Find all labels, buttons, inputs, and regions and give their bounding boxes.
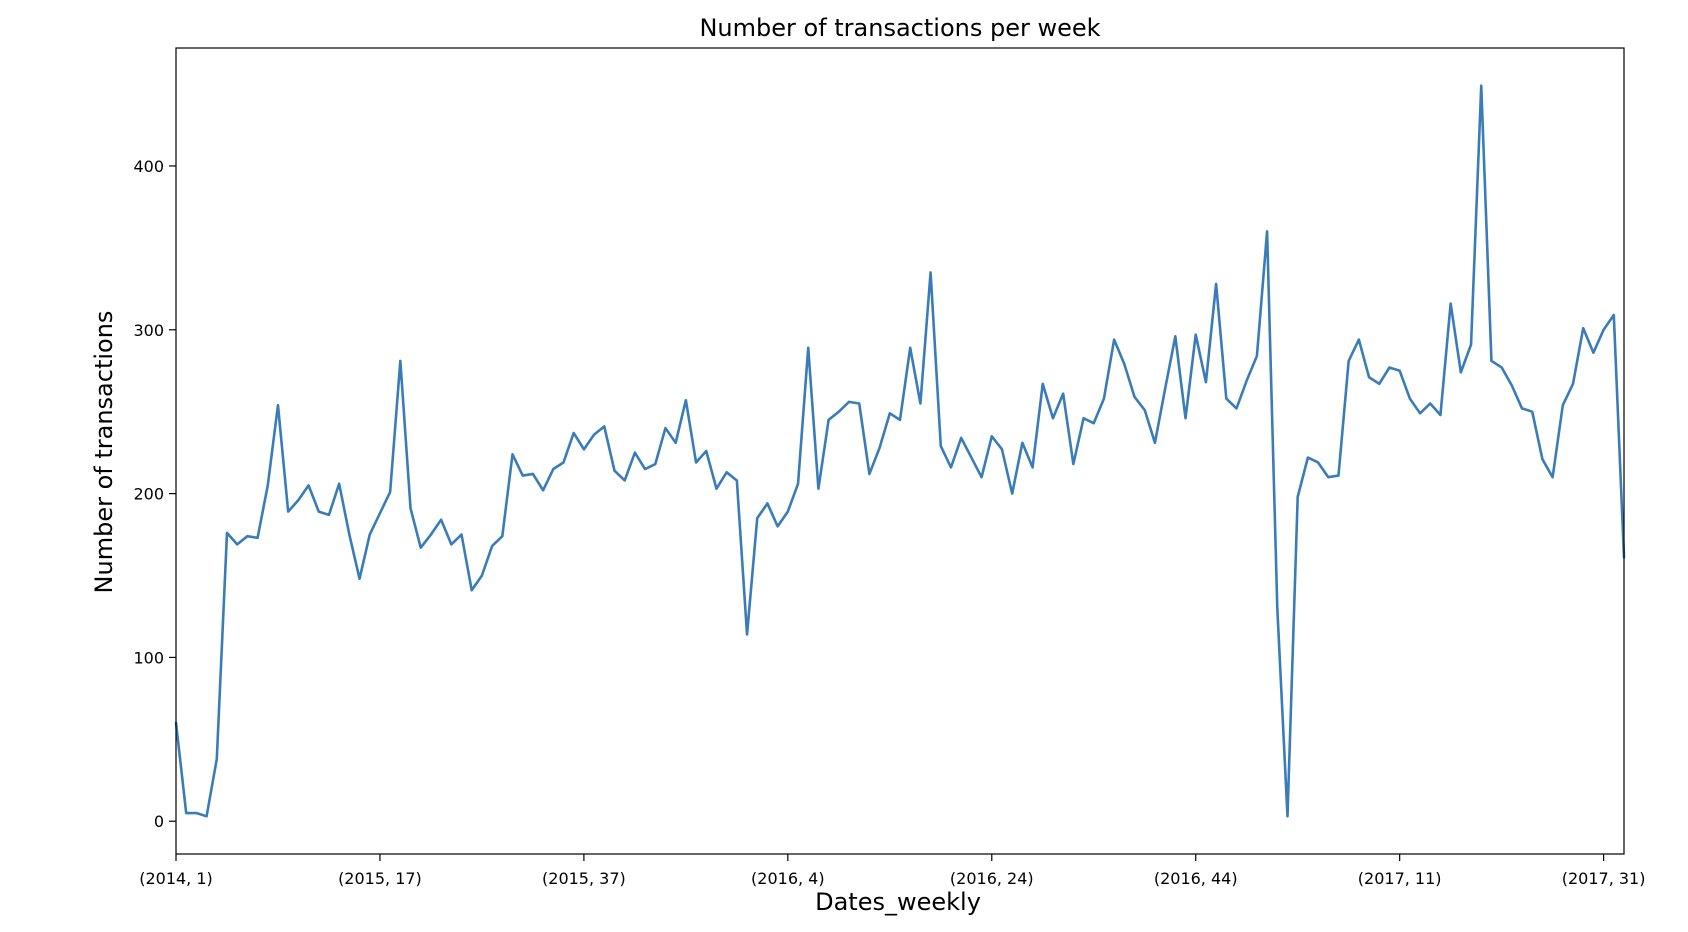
chart-title: Number of transactions per week [699, 14, 1100, 42]
y-tick-label: 200 [133, 485, 164, 504]
y-tick-label: 0 [154, 812, 164, 831]
x-tick-label: (2016, 44) [1154, 869, 1238, 888]
x-axis-ticks: (2014, 1) (2015, 17) (2015, 37) (2016, 4) (2… [139, 854, 1645, 888]
x-tick-label: (2014, 1) [139, 869, 213, 888]
y-tick-label: 300 [133, 321, 164, 340]
series-line-0 [174, 84, 1626, 818]
plot-frame [175, 47, 1625, 855]
x-tick-label: (2016, 24) [950, 869, 1034, 888]
x-tick-label: (2016, 4) [751, 869, 825, 888]
x-axis-label: Dates_weekly [815, 888, 981, 916]
y-tick-label: 100 [133, 648, 164, 667]
x-tick-label: (2017, 31) [1562, 869, 1646, 888]
x-tick-label: (2015, 37) [542, 869, 626, 888]
x-tick-label: (2015, 17) [338, 869, 422, 888]
x-tick-label: (2017, 11) [1358, 869, 1442, 888]
plot-series [174, 84, 1626, 818]
y-axis-label: Number of transactions [90, 311, 118, 594]
y-axis-ticks: 0 100 200 300 400 [133, 157, 176, 831]
y-tick-label: 400 [133, 157, 164, 176]
